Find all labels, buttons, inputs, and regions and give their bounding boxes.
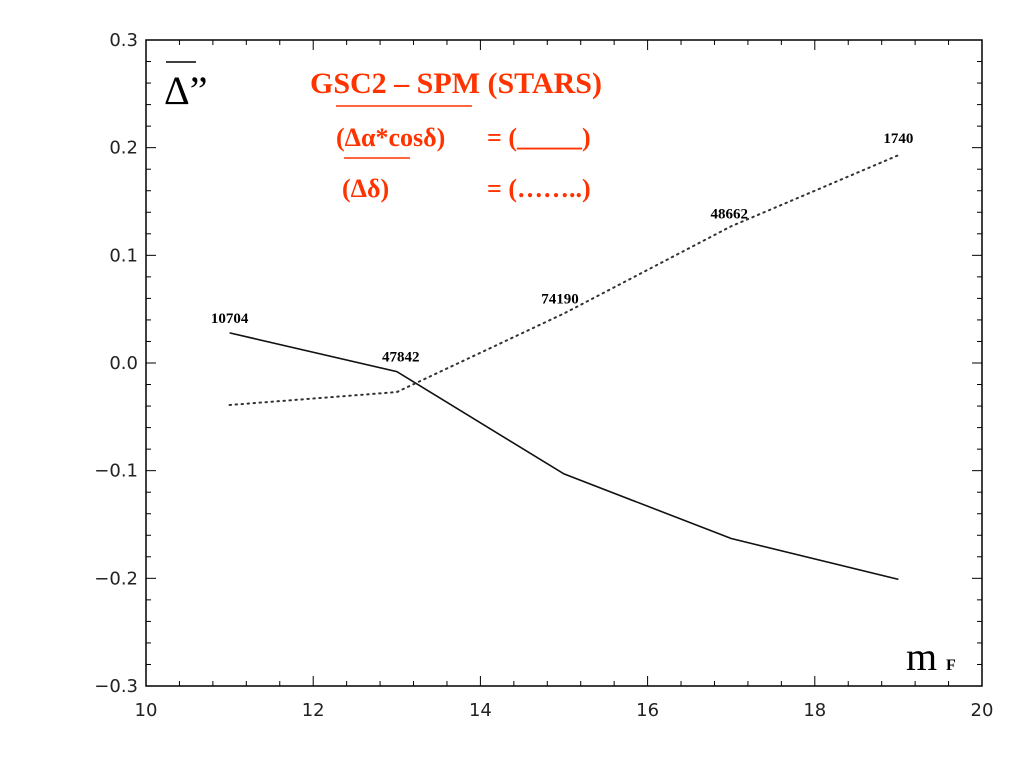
point-label: 48662 [710,206,748,222]
y-tick-label: −0.3 [94,676,138,697]
y-axis-label-text: Δ” [164,68,207,113]
legend-equals-1: = (_____) [487,123,591,152]
x-axis-label-subscript: F [946,657,956,674]
legend: (Δα*cosδ) = (_____) (Δδ) = (……..) [336,105,591,203]
y-tick-label: 0.2 [109,138,138,159]
x-tick-label: 20 [971,700,994,721]
legend-label-2: (Δδ) [342,174,389,203]
x-tick-label: 18 [803,700,826,721]
point-label: 74190 [541,291,579,307]
series-dec-line [228,154,900,406]
legend-label-1: (Δα*cosδ) [336,123,445,152]
x-axis-label: m F [906,634,956,679]
x-axis-label-text: m [906,634,937,679]
series-ra-line [229,332,899,581]
legend-equals-2: = (……..) [487,174,591,203]
x-tick-label: 10 [135,700,158,721]
chart-title: GSC2 – SPM (STARS) [310,67,602,100]
point-label: 1740 [883,131,913,147]
y-tick-label: −0.1 [94,461,138,482]
x-tick-label: 12 [302,700,325,721]
x-tick-label: 14 [469,700,492,721]
y-axis-label: Δ” [164,61,207,113]
ticks-layer: 10 12 14 16 18 20 0.3 0.2 0.1 0.0 −0.1 −0.2 −0.3 [94,30,993,721]
point-label: 47842 [382,350,420,366]
series-layer [228,154,900,581]
y-tick-label: −0.2 [94,568,138,589]
y-tick-label: 0.0 [109,353,138,374]
point-label: 10704 [211,311,249,327]
x-tick-label: 16 [636,700,659,721]
annotation-layer: 10704 47842 74190 48662 1740 [211,131,914,365]
y-tick-label: 0.3 [109,30,138,51]
y-tick-label: 0.1 [109,245,138,266]
